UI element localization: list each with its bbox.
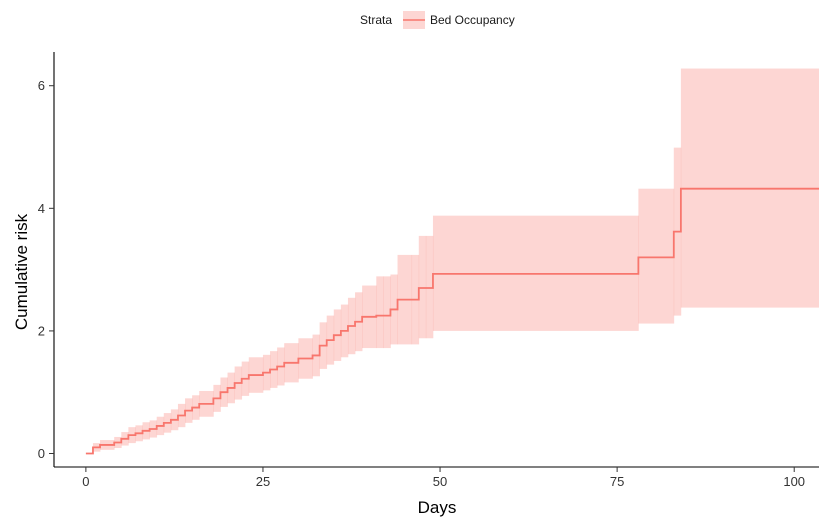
x-tick-label: 50 bbox=[433, 474, 447, 489]
confidence-band-segment bbox=[376, 276, 384, 349]
axes: 0 25 50 75 100 0 2 4 6 bbox=[38, 52, 819, 489]
x-tick-label: 0 bbox=[82, 474, 89, 489]
confidence-band-segment bbox=[638, 188, 675, 324]
y-tick-label: 6 bbox=[38, 78, 45, 93]
x-axis-title: Days bbox=[418, 498, 457, 517]
y-tick-label: 0 bbox=[38, 446, 45, 461]
confidence-band-segment bbox=[418, 235, 427, 339]
legend-title: Strata bbox=[360, 13, 392, 27]
x-tick-label: 25 bbox=[256, 474, 270, 489]
y-tick-label: 4 bbox=[38, 201, 45, 216]
legend: Strata Bed Occupancy bbox=[360, 11, 515, 29]
y-axis-title: Cumulative risk bbox=[12, 213, 31, 330]
confidence-band-segment bbox=[383, 276, 391, 349]
y-tick-label: 2 bbox=[38, 323, 45, 338]
plot-area bbox=[85, 68, 819, 455]
legend-entry-label: Bed Occupancy bbox=[430, 13, 515, 27]
x-tick-label: 100 bbox=[783, 474, 805, 489]
confidence-band-segment bbox=[425, 235, 434, 339]
series-line-0 bbox=[85, 187, 819, 455]
x-tick-label: 75 bbox=[610, 474, 624, 489]
